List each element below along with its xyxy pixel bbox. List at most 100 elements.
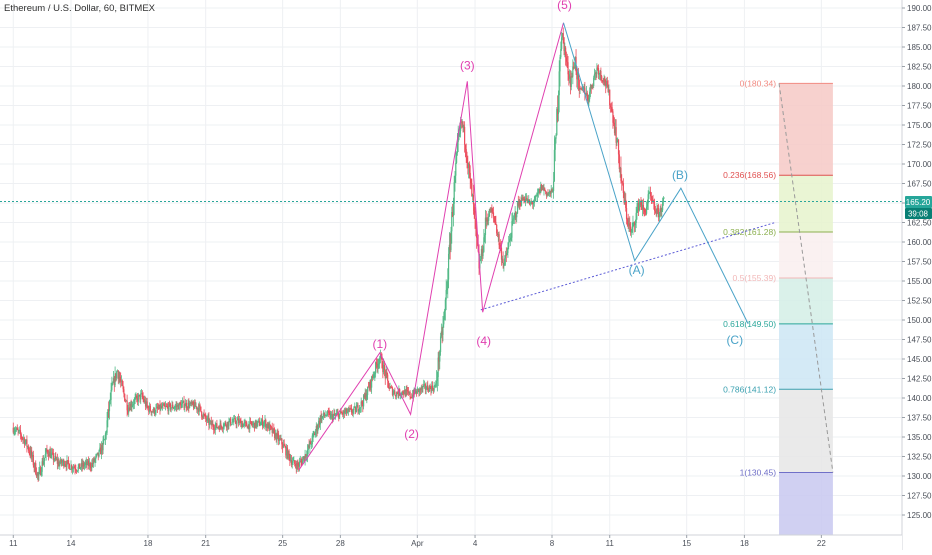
candle-body (163, 404, 165, 406)
candle-body (447, 253, 450, 280)
candle-body (551, 189, 553, 192)
candle-body (63, 460, 65, 466)
trendline[interactable] (480, 222, 776, 311)
candle-body (555, 134, 557, 139)
candle-body (184, 406, 186, 408)
candle-body (368, 386, 370, 389)
fibonacci-retracement[interactable]: 0(180.34) 0.236(168.56) 0.382(161.28) 0.5(1… (723, 78, 834, 535)
candle-body (516, 213, 518, 218)
candle-body (259, 424, 261, 426)
candle-body (361, 401, 363, 405)
candle-body (286, 447, 289, 459)
candle-body (251, 423, 253, 425)
candle-body (456, 153, 458, 163)
candle-body (395, 392, 398, 397)
candle-body (444, 299, 446, 311)
candle-body (82, 463, 84, 467)
candle-body (120, 380, 123, 382)
candle-body (164, 405, 166, 407)
time-axis[interactable]: 11 14 18 21 25 28 Apr 4 8 11 15 18 22 (0, 534, 902, 550)
candle-body (453, 182, 455, 204)
candle-body (403, 393, 405, 395)
candle-body (98, 450, 100, 457)
candle-body (362, 404, 364, 407)
price-tick-label: 180.00 (907, 82, 932, 91)
candle-body (529, 202, 531, 205)
candle-body (388, 388, 390, 389)
candle-body (151, 411, 153, 413)
candle-body (573, 67, 576, 69)
time-tick-label: 18 (740, 539, 749, 548)
candle-body (389, 387, 391, 389)
candle-body (385, 371, 387, 378)
candle-body (617, 139, 619, 142)
candle-body (561, 37, 563, 49)
candle-body (372, 377, 374, 379)
candle-body (106, 420, 108, 433)
candle-body (312, 434, 314, 436)
candle-body (63, 464, 66, 466)
candle-body (292, 461, 294, 463)
candle-body (523, 198, 525, 201)
candle-body (607, 85, 609, 93)
candle-body (67, 460, 69, 461)
candle-body (130, 403, 132, 408)
candle-body (179, 402, 181, 405)
wave-labels: (1) (2) (3) (4) (5) (A) (B) (C) (372, 0, 743, 441)
candle-body (468, 164, 471, 173)
price-tick-label: 155.00 (907, 277, 932, 286)
candle-body (180, 404, 182, 409)
candle-body (209, 420, 212, 422)
candle-body (461, 121, 463, 123)
candle-body (204, 414, 206, 416)
candle-body (24, 441, 26, 445)
candle-body (636, 209, 638, 213)
price-axis[interactable]: 125.00 127.50 130.00 132.50 135.00 137.50 140.… (901, 0, 932, 550)
candle-body (205, 418, 208, 421)
candle-body (145, 401, 147, 407)
candle-body (536, 192, 539, 196)
candle-body (160, 406, 162, 410)
candle-body (578, 80, 580, 90)
candle-body (242, 424, 244, 427)
candle-body (585, 92, 588, 96)
candle-body (18, 430, 20, 432)
candle-body (61, 462, 63, 464)
candle-body (249, 421, 251, 429)
impulse-wave[interactable] (298, 22, 564, 471)
candle-body (146, 401, 148, 407)
candle-body (476, 226, 478, 238)
candle-body (513, 214, 515, 219)
fib-zone (779, 323, 833, 390)
candle-body (481, 248, 483, 257)
candle-body (357, 405, 359, 412)
candle-body (451, 211, 454, 216)
candle-body (360, 401, 362, 408)
candle-body (355, 407, 357, 413)
candle-body (245, 422, 247, 423)
candle-body (320, 415, 322, 421)
candle-body (214, 426, 216, 431)
candle-body (597, 67, 599, 69)
candle-body (642, 204, 644, 210)
correction-wave[interactable] (563, 22, 749, 325)
candle-body (235, 422, 237, 425)
candle-body (549, 191, 551, 194)
candle-body (29, 451, 31, 455)
candle-body (463, 126, 465, 129)
candle-body (237, 418, 239, 421)
candle-body (306, 456, 308, 457)
candle-body (253, 422, 255, 424)
candle-body (225, 425, 228, 428)
candle-body (348, 408, 350, 410)
candle-body (440, 331, 442, 337)
candle-body (72, 467, 75, 469)
candle-body (354, 406, 357, 413)
candle-body (535, 196, 537, 197)
candle-body (317, 427, 319, 431)
candle-body (86, 461, 88, 465)
candle-body (76, 470, 78, 472)
candle-body (268, 423, 270, 431)
candle-body (47, 450, 49, 454)
